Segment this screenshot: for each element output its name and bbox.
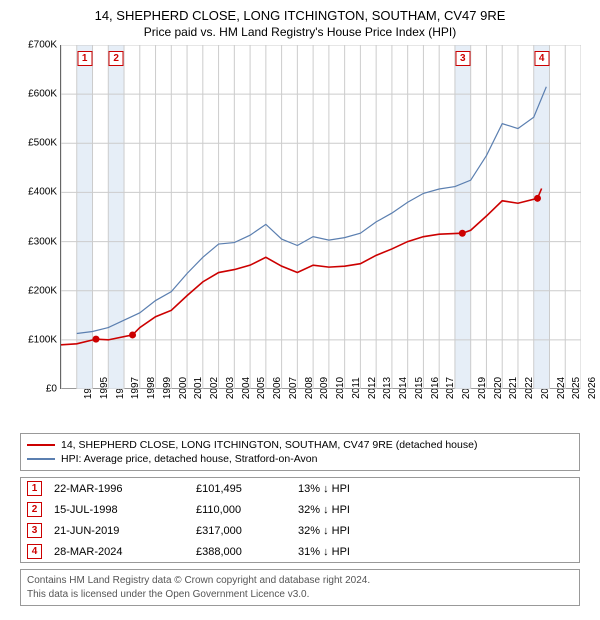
data-point <box>534 195 541 202</box>
chart-subtitle: Price paid vs. HM Land Registry's House … <box>10 25 590 39</box>
legend-label: 14, SHEPHERD CLOSE, LONG ITCHINGTON, SOU… <box>61 439 477 451</box>
marker-badge: 2 <box>27 502 42 517</box>
y-axis-label: £0 <box>46 384 61 395</box>
chart-title: 14, SHEPHERD CLOSE, LONG ITCHINGTON, SOU… <box>10 8 590 23</box>
legend-item: 14, SHEPHERD CLOSE, LONG ITCHINGTON, SOU… <box>27 438 573 452</box>
footer-attribution: Contains HM Land Registry data © Crown c… <box>20 569 580 606</box>
series-line-hpi <box>77 87 547 334</box>
data-point <box>129 331 136 338</box>
marker-hpi: 31% ↓ HPI <box>298 546 573 558</box>
chart-area: £0£100K£200K£300K£400K£500K£600K£700K199… <box>20 45 580 425</box>
marker-hpi: 32% ↓ HPI <box>298 525 573 537</box>
y-axis-label: £700K <box>28 40 61 51</box>
data-point <box>92 336 99 343</box>
marker-price: £110,000 <box>196 504 286 516</box>
legend-swatch <box>27 444 55 446</box>
chart-marker-badge: 3 <box>455 51 470 66</box>
chart-marker-badge: 4 <box>534 51 549 66</box>
plot-area: £0£100K£200K£300K£400K£500K£600K£700K199… <box>60 45 580 389</box>
marker-hpi: 32% ↓ HPI <box>298 504 573 516</box>
marker-date: 21-JUN-2019 <box>54 525 184 537</box>
legend: 14, SHEPHERD CLOSE, LONG ITCHINGTON, SOU… <box>20 433 580 471</box>
marker-badge: 3 <box>27 523 42 538</box>
marker-badge: 1 <box>27 481 42 496</box>
y-axis-label: £500K <box>28 138 61 149</box>
y-axis-label: £300K <box>28 236 61 247</box>
chart-container: 14, SHEPHERD CLOSE, LONG ITCHINGTON, SOU… <box>0 0 600 616</box>
y-axis-label: £200K <box>28 285 61 296</box>
marker-row: 1 22-MAR-1996 £101,495 13% ↓ HPI <box>21 478 579 499</box>
marker-date: 22-MAR-1996 <box>54 483 184 495</box>
chart-svg <box>61 45 581 389</box>
data-point <box>459 230 466 237</box>
marker-row: 4 28-MAR-2024 £388,000 31% ↓ HPI <box>21 541 579 562</box>
marker-hpi: 13% ↓ HPI <box>298 483 573 495</box>
marker-badge: 4 <box>27 544 42 559</box>
y-axis-label: £400K <box>28 187 61 198</box>
marker-price: £101,495 <box>196 483 286 495</box>
legend-label: HPI: Average price, detached house, Stra… <box>61 453 317 465</box>
y-axis-label: £600K <box>28 89 61 100</box>
footer-line: This data is licensed under the Open Gov… <box>27 588 573 602</box>
legend-swatch <box>27 458 55 460</box>
legend-item: HPI: Average price, detached house, Stra… <box>27 452 573 466</box>
y-axis-label: £100K <box>28 334 61 345</box>
marker-price: £317,000 <box>196 525 286 537</box>
x-axis-label: 2027 <box>581 377 600 399</box>
markers-table: 1 22-MAR-1996 £101,495 13% ↓ HPI 2 15-JUL-199… <box>20 477 580 563</box>
chart-marker-badge: 2 <box>109 51 124 66</box>
marker-date: 15-JUL-1998 <box>54 504 184 516</box>
marker-price: £388,000 <box>196 546 286 558</box>
marker-row: 2 15-JUL-1998 £110,000 32% ↓ HPI <box>21 499 579 520</box>
marker-row: 3 21-JUN-2019 £317,000 32% ↓ HPI <box>21 520 579 541</box>
chart-marker-badge: 1 <box>77 51 92 66</box>
footer-line: Contains HM Land Registry data © Crown c… <box>27 574 573 588</box>
marker-date: 28-MAR-2024 <box>54 546 184 558</box>
